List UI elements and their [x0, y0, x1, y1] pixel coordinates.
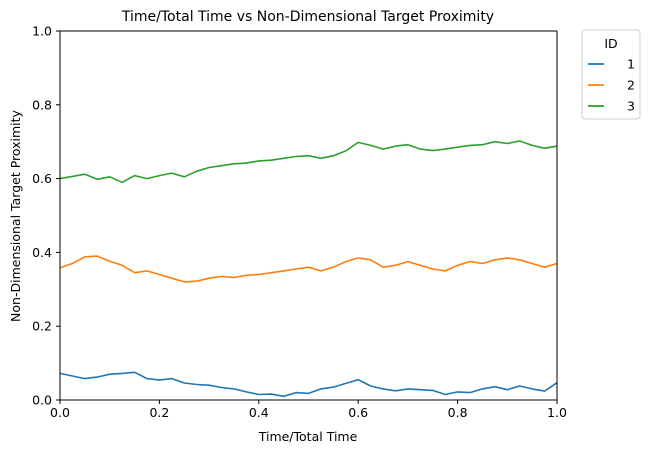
x-tick-label: 0.6 [348, 405, 368, 420]
legend: ID 1 2 3 [581, 29, 641, 120]
legend-title: ID [604, 36, 617, 51]
y-tick-label: 1.0 [32, 24, 52, 39]
y-tick-label: 0.2 [32, 319, 52, 334]
series-line-3 [59, 140, 558, 184]
axis-ticks: 0.0 0.2 0.4 0.6 0.8 1.0 0.0 0.2 0.4 0.6 0.8 1.0 [32, 24, 567, 421]
x-tick-label: 0.2 [149, 405, 169, 420]
x-tick-label: 1.0 [547, 405, 567, 420]
series-line-2 [59, 255, 558, 283]
plot-area [59, 140, 558, 398]
series-line-1 [59, 371, 558, 398]
legend-box [581, 29, 641, 120]
y-axis-label: Non-Dimensional Target Proximity [8, 109, 23, 321]
legend-label-2: 2 [627, 78, 635, 93]
x-axis-label: Time/Total Time [258, 429, 358, 444]
x-tick-label: 0.0 [50, 405, 70, 420]
chart-title: Time/Total Time vs Non-Dimensional Targe… [121, 9, 494, 25]
legend-label-1: 1 [627, 57, 635, 72]
x-tick-label: 0.4 [249, 405, 269, 420]
y-tick-label: 0.8 [32, 97, 52, 112]
y-tick-label: 0.4 [32, 245, 52, 260]
y-tick-label: 0.0 [32, 393, 52, 408]
legend-label-3: 3 [627, 99, 635, 114]
y-tick-label: 0.6 [32, 171, 52, 186]
x-tick-label: 0.8 [448, 405, 468, 420]
axes-frame [59, 30, 558, 401]
